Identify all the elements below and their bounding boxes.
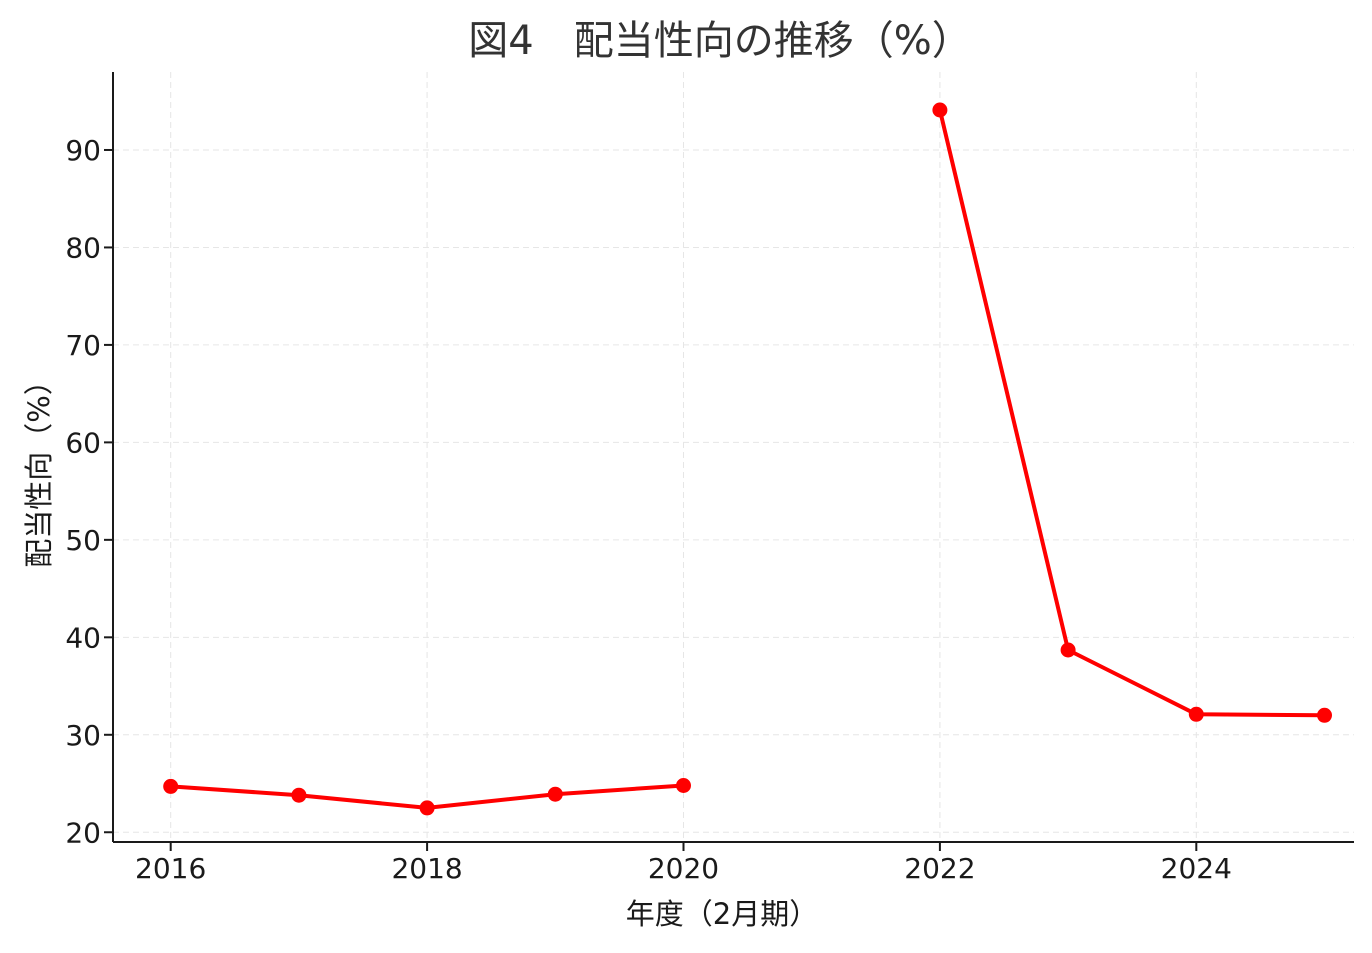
y-tick-label: 30 (65, 719, 101, 752)
data-point (547, 786, 563, 802)
data-point (1317, 707, 1332, 723)
series-line (937, 108, 1327, 718)
data-point (1188, 706, 1204, 722)
data-point (932, 102, 948, 118)
x-tick-label: 2024 (1161, 852, 1232, 885)
data-point (1060, 642, 1076, 658)
data-point (676, 778, 691, 793)
y-axis-title: 配当性向（%） (22, 366, 56, 568)
ticks: 2016 2018 2020 2022 2024 20 30 40 50 60 70 80 90 (65, 134, 1232, 885)
y-tick-label: 20 (65, 816, 101, 849)
y-tick-label: 70 (65, 329, 101, 362)
y-tick-label: 50 (65, 524, 101, 557)
y-tick-label: 40 (65, 621, 101, 654)
y-tick-label: 80 (65, 231, 101, 264)
data-point (419, 800, 435, 816)
grid (113, 72, 1354, 842)
x-tick-label: 2016 (135, 852, 206, 885)
data-point (291, 787, 307, 803)
series (163, 102, 1332, 816)
y-tick-label: 90 (65, 134, 101, 167)
chart-title: 図4 配当性向の推移（%） (468, 18, 971, 64)
x-axis-title: 年度（2月期） (626, 897, 818, 931)
axes (112, 72, 1354, 843)
x-tick-label: 2018 (391, 852, 462, 885)
x-tick-label: 2022 (904, 852, 975, 885)
x-tick-label: 2020 (648, 852, 719, 885)
y-tick-label: 60 (65, 426, 101, 459)
data-point (163, 778, 179, 794)
